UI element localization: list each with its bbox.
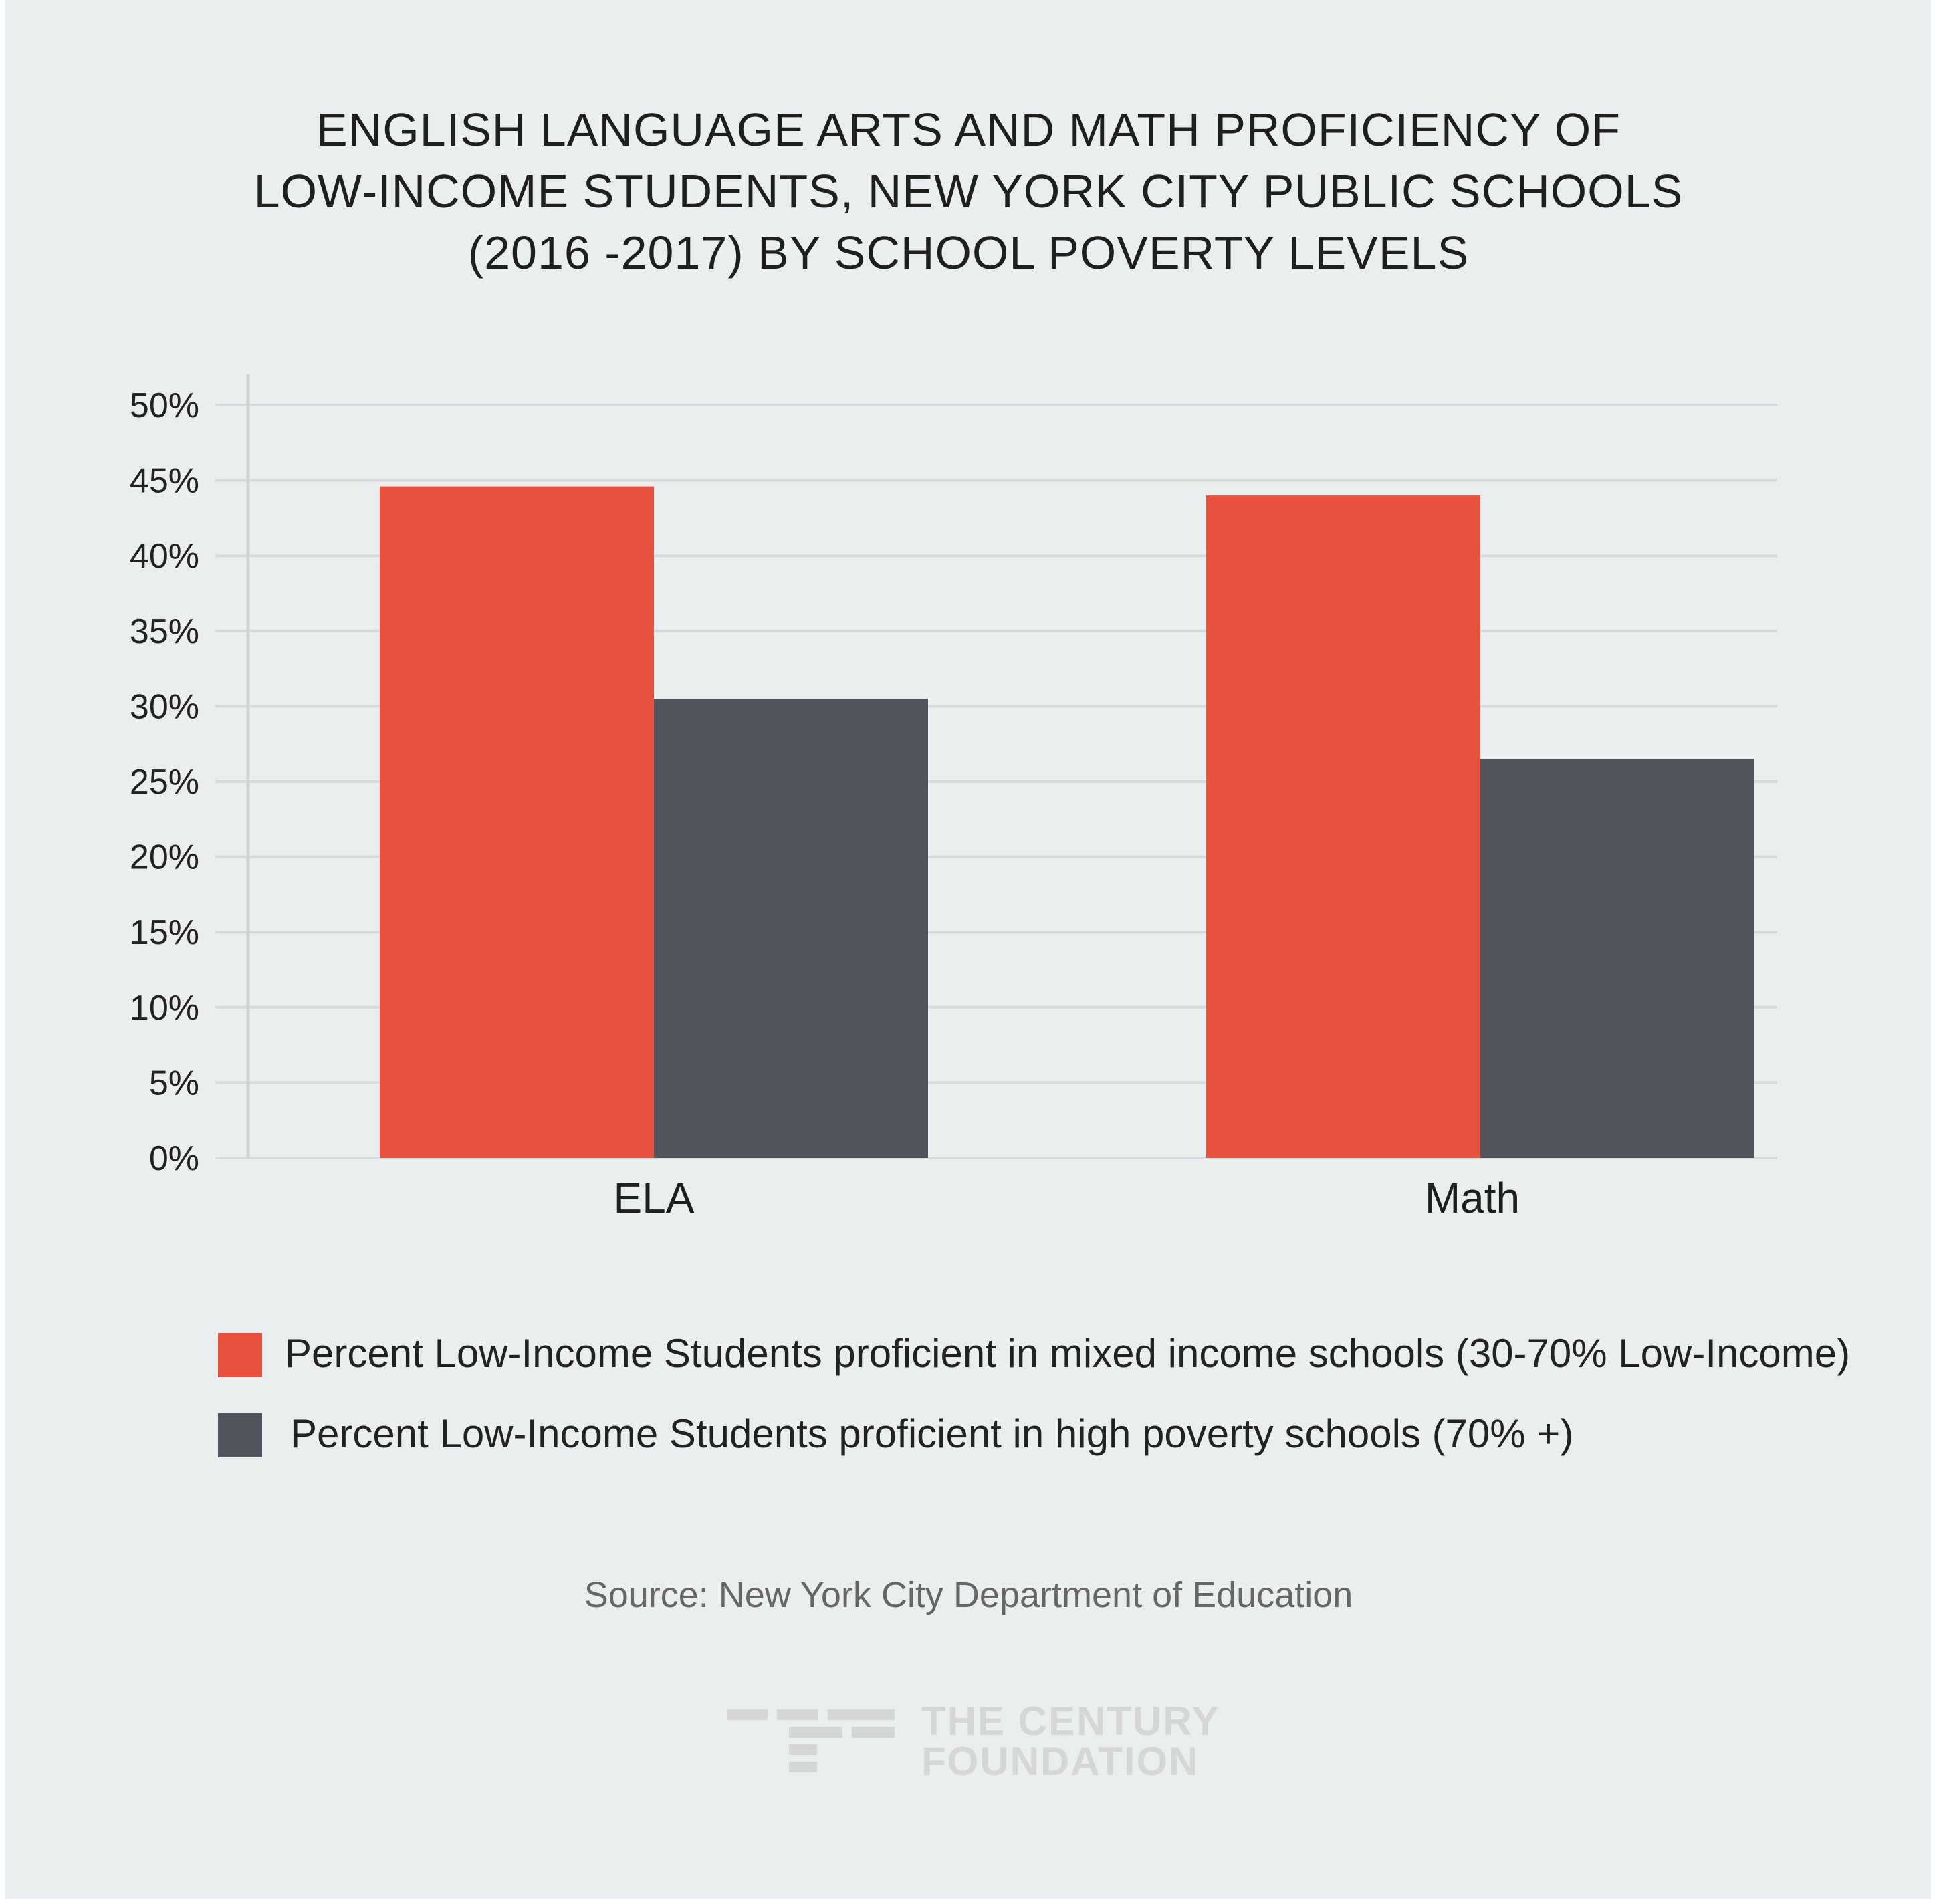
- bar-ela-series-0: [380, 486, 654, 1158]
- logo-mark-bar: [828, 1709, 895, 1720]
- legend-swatch-high-poverty: [218, 1413, 262, 1457]
- y-tick-label: 5%: [149, 1064, 199, 1102]
- chart-title: ENGLISH LANGUAGE ARTS AND MATH PROFICIEN…: [0, 99, 1937, 283]
- y-tick-label: 15%: [130, 913, 199, 952]
- chart-title-line-2: LOW-INCOME STUDENTS, NEW YORK CITY PUBLI…: [253, 165, 1684, 217]
- y-tick-label: 0%: [149, 1139, 199, 1178]
- x-category-label-ela: ELA: [614, 1174, 695, 1222]
- y-tick-label: 50%: [130, 386, 199, 425]
- y-tick-label: 25%: [130, 763, 199, 802]
- logo-text-line-1: THE CENTURY: [921, 1699, 1220, 1744]
- y-tick-label: 10%: [130, 989, 199, 1028]
- logo-mark-bar: [789, 1744, 817, 1755]
- y-tick-label: 45%: [130, 462, 199, 501]
- y-tick-label: 20%: [130, 838, 199, 877]
- logo-mark-bar: [727, 1709, 768, 1720]
- bar-ela-series-1: [654, 699, 928, 1158]
- bars: [380, 486, 1754, 1158]
- logo-mark-bar: [789, 1727, 842, 1738]
- bar-math-series-0: [1206, 495, 1480, 1158]
- y-axis-tick-labels: 0% 5% 10% 15% 20% 25% 30% 35% 40% 45% 50%: [130, 386, 199, 1178]
- chart-title-line-1: ENGLISH LANGUAGE ARTS AND MATH PROFICIEN…: [316, 104, 1621, 156]
- logo-text-line-2: FOUNDATION: [921, 1739, 1200, 1784]
- century-foundation-logo: THE CENTURY FOUNDATION: [727, 1701, 1218, 1788]
- source-note: Source: New York City Department of Educ…: [584, 1575, 1353, 1615]
- x-axis-category-labels: ELA Math: [614, 1174, 1520, 1222]
- logo-mark-bar: [777, 1709, 818, 1720]
- logo-mark-bar: [852, 1727, 895, 1738]
- chart-title-line-3: (2016 -2017) BY SCHOOL POVERTY LEVELS: [467, 227, 1470, 279]
- x-category-label-math: Math: [1425, 1174, 1520, 1222]
- legend-swatch-mixed-income: [218, 1333, 262, 1377]
- bar-chart: 0% 5% 10% 15% 20% 25% 30% 35% 40% 45% 50% ELA Math: [130, 374, 1777, 1222]
- logo-text: THE CENTURY FOUNDATION: [921, 1701, 1220, 1782]
- y-tick-label: 35%: [130, 612, 199, 651]
- y-tick-label: 40%: [130, 537, 199, 576]
- logo-mark-bar: [789, 1762, 817, 1772]
- bar-math-series-1: [1480, 759, 1754, 1158]
- legend-label-mixed-income: Percent Low-Income Students proficient i…: [285, 1331, 1851, 1376]
- y-tick-label: 30%: [130, 687, 199, 726]
- legend-label-high-poverty: Percent Low-Income Students proficient i…: [290, 1411, 1574, 1456]
